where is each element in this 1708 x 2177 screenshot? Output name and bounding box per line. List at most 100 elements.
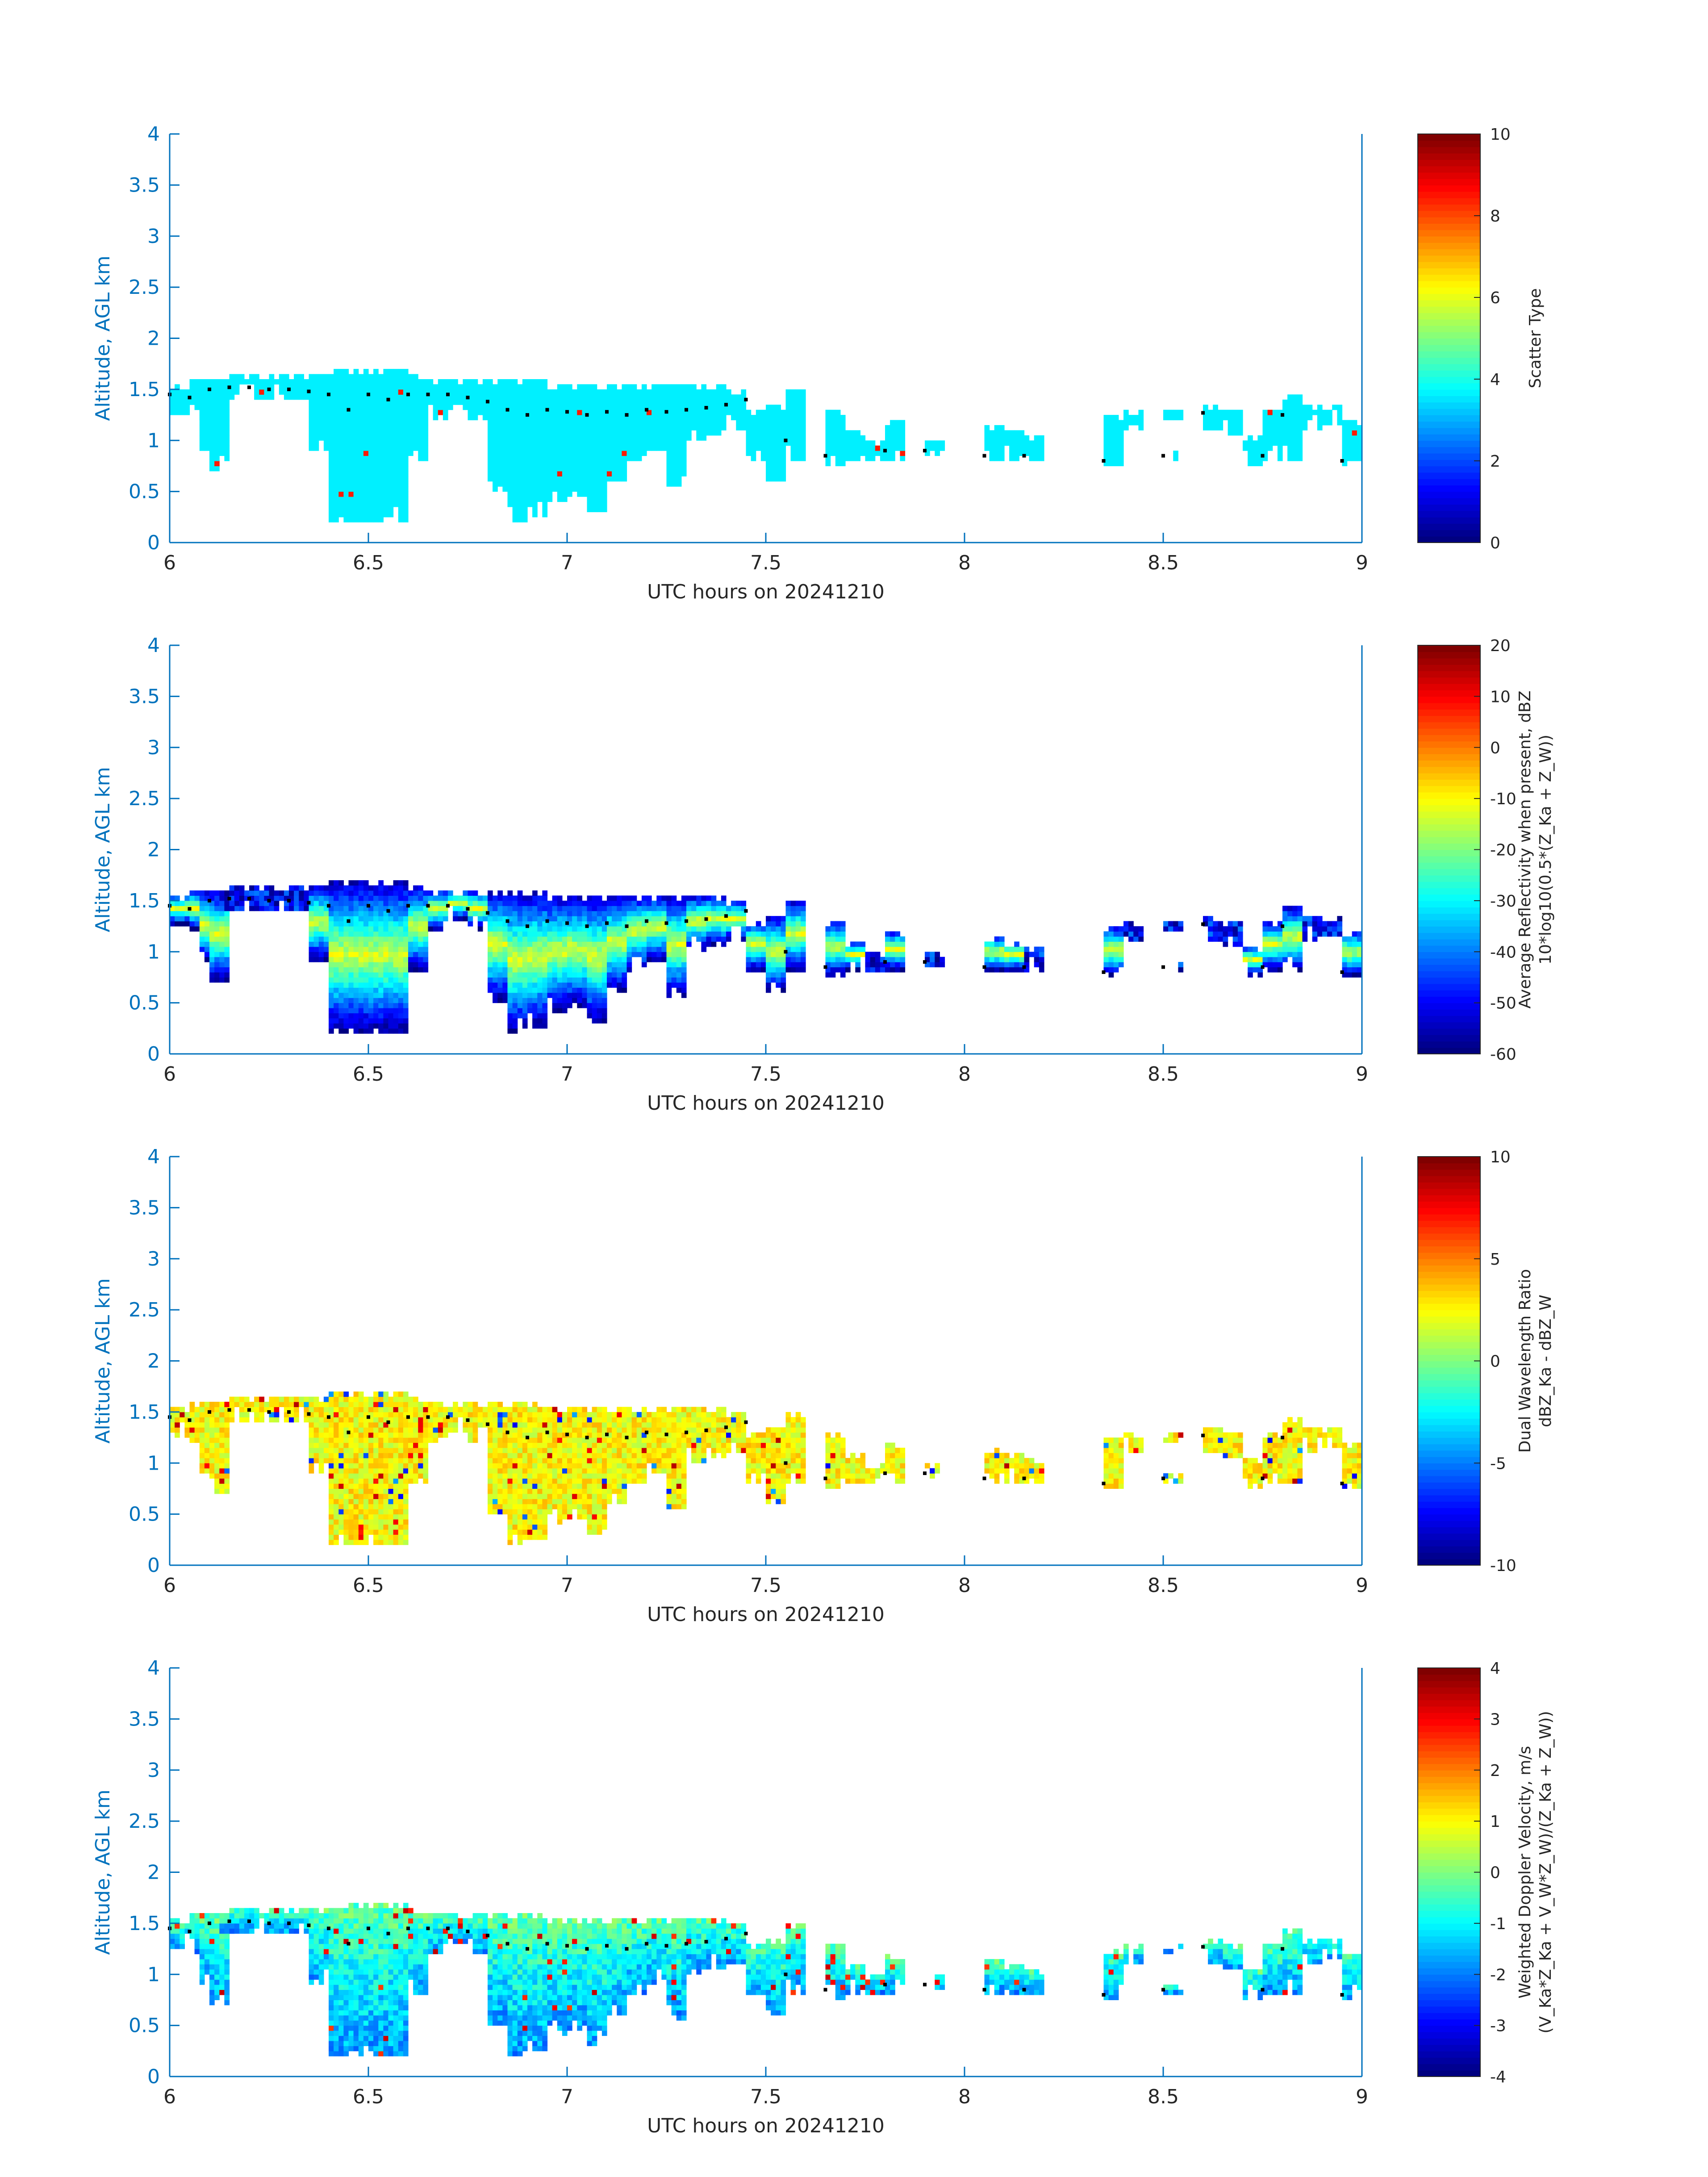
heatmap-cell — [204, 425, 210, 430]
heatmap-cell — [800, 415, 806, 421]
heatmap-cell — [403, 982, 409, 988]
heatmap-cell — [393, 394, 399, 400]
heatmap-cell — [1024, 957, 1030, 962]
heatmap-cell — [472, 900, 478, 906]
heatmap-cell — [1228, 430, 1233, 436]
heatmap-cell — [766, 430, 771, 436]
heatmap-cell — [318, 926, 324, 932]
heatmap-cell — [517, 445, 523, 451]
heatmap-cell — [666, 926, 672, 932]
heatmap-cell — [358, 1023, 364, 1029]
heatmap-cell — [497, 941, 503, 947]
heatmap-cell — [1223, 926, 1228, 932]
heatmap-cell — [343, 895, 349, 901]
heatmap-cell — [746, 420, 752, 426]
heatmap-cell — [706, 916, 712, 922]
heatmap-cell — [1292, 399, 1298, 405]
heatmap-cell — [790, 455, 796, 461]
heatmap-cell — [398, 946, 404, 952]
heatmap-cell — [542, 926, 548, 932]
heatmap-cell — [716, 906, 722, 911]
heatmap-cell — [800, 931, 806, 937]
colorbar-step — [1418, 453, 1480, 460]
heatmap-cell — [209, 900, 215, 906]
heatmap-cell — [771, 405, 776, 410]
heatmap-cell — [189, 921, 195, 927]
heatmap-cell — [517, 420, 523, 426]
heatmap-cell — [666, 409, 672, 415]
heatmap-cell — [309, 931, 314, 937]
heatmap-cell — [532, 1003, 538, 1008]
heatmap-cell — [313, 415, 319, 421]
heatmap-cell — [984, 962, 990, 968]
heatmap-cell — [1208, 415, 1213, 421]
heatmap-cell — [488, 399, 493, 405]
heatmap-cell — [1287, 941, 1293, 947]
heatmap-cell — [785, 936, 791, 942]
heatmap-cell — [930, 957, 935, 962]
heatmap-cell — [388, 435, 394, 441]
heatmap-cell — [383, 506, 389, 512]
heatmap-cell — [408, 921, 413, 927]
heatmap-cell — [353, 967, 359, 973]
heatmap-cell — [383, 481, 389, 487]
heatmap-cell — [353, 440, 359, 446]
heatmap-cell — [329, 941, 334, 947]
heatmap-cell — [885, 946, 890, 952]
heatmap-cell — [204, 440, 210, 446]
heatmap-cell — [423, 440, 429, 446]
heatmap-cell — [626, 926, 632, 932]
heatmap-cell — [597, 1013, 602, 1019]
heatmap-cell — [472, 394, 478, 400]
heatmap-cell — [647, 946, 652, 952]
heatmap-cell — [612, 957, 617, 962]
heatmap-cell — [587, 435, 593, 441]
heatmap-cell — [890, 435, 895, 441]
heatmap-cell — [1342, 461, 1348, 466]
heatmap-cell — [353, 1008, 359, 1014]
heatmap-cell — [661, 921, 667, 927]
heatmap-cell — [393, 931, 399, 937]
heatmap-cell — [711, 936, 717, 942]
heatmap-cell — [577, 415, 582, 421]
heatmap-cell — [726, 399, 731, 405]
heatmap-cell — [1103, 461, 1109, 466]
heatmap-cell — [363, 936, 369, 942]
heatmap-cell — [214, 379, 220, 384]
heatmap-cell — [785, 405, 791, 410]
heatmap-cell — [1297, 926, 1303, 932]
heatmap-cell — [373, 481, 379, 487]
heatmap-cell — [209, 420, 215, 426]
heatmap-cell — [622, 389, 627, 395]
heatmap-cell — [577, 916, 582, 922]
heatmap-cell — [204, 420, 210, 426]
heatmap-cell — [557, 982, 563, 988]
heatmap-cell — [1282, 926, 1288, 932]
heatmap-cell — [800, 440, 806, 446]
heatmap-cell — [681, 977, 687, 983]
heatmap-cell — [517, 916, 523, 922]
heatmap-cell — [403, 1013, 409, 1019]
heatmap-cell — [855, 430, 860, 436]
heatmap-cell — [1218, 409, 1224, 415]
heatmap-cell — [572, 476, 577, 482]
heatmap-cell — [488, 926, 493, 932]
heatmap-cell — [935, 952, 940, 957]
heatmap-cell — [1178, 926, 1184, 932]
heatmap-cell — [512, 967, 518, 973]
heatmap-cell — [751, 435, 756, 441]
heatmap-cell — [781, 946, 786, 952]
heatmap-cell — [388, 420, 394, 426]
heatmap-cell — [617, 476, 622, 482]
heatmap-cell — [751, 967, 756, 973]
heatmap-cell — [348, 461, 354, 466]
heatmap-cell — [368, 921, 374, 927]
heatmap-cell — [532, 420, 538, 426]
heatmap-cell — [334, 931, 339, 937]
heatmap-cell — [502, 409, 508, 415]
heatmap-cell — [557, 435, 563, 441]
heatmap-cell — [363, 906, 369, 911]
heatmap-cell — [522, 931, 528, 937]
heatmap-cell — [617, 420, 622, 426]
heatmap-cell — [1213, 931, 1218, 937]
